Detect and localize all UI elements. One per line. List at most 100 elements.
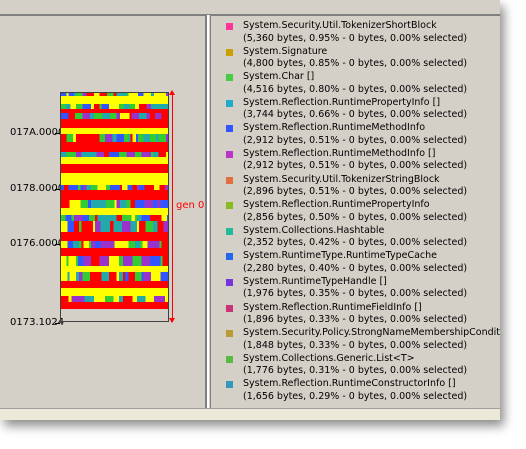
legend-type-stats: (3,744 bytes, 0.66% - 0 bytes, 0.00% sel… xyxy=(243,109,468,121)
heap-band xyxy=(61,104,168,109)
heap-band xyxy=(61,241,168,248)
legend-item[interactable]: System.Reflection.RuntimePropertyInfo []… xyxy=(226,97,496,123)
heap-band xyxy=(61,215,168,221)
legend-item[interactable]: System.Reflection.RuntimeMethodInfo [] (2… xyxy=(226,148,496,174)
legend-item[interactable]: System.Security.Util.TokenizerShortBlock… xyxy=(226,20,496,46)
heap-band xyxy=(61,157,168,164)
heap-band xyxy=(61,288,168,296)
legend-swatch xyxy=(226,330,233,338)
legend-swatch xyxy=(226,74,233,82)
legend-item[interactable]: System.Reflection.RuntimePropertyInfo (2,… xyxy=(226,199,496,225)
type-legend-list: System.Security.Util.TokenizerShortBlock… xyxy=(226,20,500,404)
heap-band xyxy=(61,93,168,96)
heap-band xyxy=(61,119,168,128)
generation-range-line xyxy=(172,92,173,322)
legend-item[interactable]: System.Security.Policy.StrongNameMembers… xyxy=(226,327,500,353)
heap-band xyxy=(61,302,168,309)
legend-type-stats: (2,856 bytes, 0.50% - 0 bytes, 0.00% sel… xyxy=(243,211,468,223)
legend-type-stats: (2,912 bytes, 0.51% - 0 bytes, 0.00% sel… xyxy=(243,160,468,172)
heap-band xyxy=(61,96,168,104)
generation-arrow-down-icon xyxy=(169,318,175,323)
legend-type-stats: (4,516 bytes, 0.80% - 0 bytes, 0.00% sel… xyxy=(243,83,468,95)
heap-band xyxy=(61,109,168,113)
legend-type-name: System.Security.Policy.StrongNameMembers… xyxy=(243,327,500,339)
legend-type-stats: (1,896 bytes, 0.33% - 0 bytes, 0.00% sel… xyxy=(243,314,468,326)
heap-memory-strip[interactable] xyxy=(60,92,169,322)
heap-band xyxy=(61,272,168,281)
legend-swatch xyxy=(226,48,233,56)
legend-type-stats: (1,848 bytes, 0.33% - 0 bytes, 0.00% sel… xyxy=(243,339,468,351)
legend-item[interactable]: System.Collections.Generic.List<T> (1,776… xyxy=(226,353,496,379)
legend-swatch xyxy=(226,125,233,133)
heap-band xyxy=(61,142,168,152)
legend-type-stats: (2,912 bytes, 0.51% - 0 bytes, 0.00% sel… xyxy=(243,134,468,146)
address-tick xyxy=(55,323,60,324)
legend-item[interactable]: System.Reflection.RuntimeMethodInfo (2,91… xyxy=(226,122,496,148)
legend-pane[interactable] xyxy=(210,15,500,409)
legend-type-name: System.RuntimeTypeHandle [] xyxy=(243,275,387,287)
legend-type-stats: (4,800 bytes, 0.85% - 0 bytes, 0.00% sel… xyxy=(243,58,468,70)
legend-swatch xyxy=(226,381,233,389)
address-label: 017A.0000 xyxy=(10,127,65,138)
legend-swatch xyxy=(226,227,233,235)
status-strip xyxy=(0,408,500,420)
legend-item[interactable]: System.Reflection.RuntimeFieldInfo [] (1,… xyxy=(226,302,496,328)
legend-item[interactable]: System.RuntimeType.RuntimeTypeCache (2,28… xyxy=(226,250,496,276)
legend-swatch xyxy=(226,253,233,261)
legend-type-name: System.Reflection.RuntimePropertyInfo xyxy=(243,199,430,211)
heap-band xyxy=(61,164,168,173)
heap-band xyxy=(61,173,168,185)
legend-type-stats: (1,976 bytes, 0.35% - 0 bytes, 0.00% sel… xyxy=(243,288,468,300)
legend-type-stats: (1,776 bytes, 0.31% - 0 bytes, 0.00% sel… xyxy=(243,365,468,377)
window-frame: 017A.0000 0178.0000 0176.0000 0173.1024 … xyxy=(0,0,500,420)
generation-label: gen 0 xyxy=(176,200,205,211)
legend-type-name: System.Collections.Hashtable xyxy=(243,224,385,236)
legend-type-name: System.Reflection.RuntimeMethodInfo xyxy=(243,122,426,134)
legend-type-stats: (1,656 bytes, 0.29% - 0 bytes, 0.00% sel… xyxy=(243,390,468,402)
legend-type-name: System.Security.Util.TokenizerShortBlock xyxy=(243,20,437,31)
heap-band xyxy=(61,221,168,232)
legend-type-name: System.Reflection.RuntimePropertyInfo [] xyxy=(243,96,441,108)
address-tick xyxy=(55,189,60,190)
heap-band xyxy=(61,232,168,241)
legend-type-name: System.RuntimeType.RuntimeTypeCache xyxy=(243,250,438,262)
legend-type-stats: (2,280 bytes, 0.40% - 0 bytes, 0.00% sel… xyxy=(243,262,468,274)
legend-swatch xyxy=(226,99,233,107)
legend-item[interactable]: System.Signature (4,800 bytes, 0.85% - 0 … xyxy=(226,46,496,72)
generation-arrow-up-icon xyxy=(169,90,175,95)
heap-band xyxy=(61,248,168,256)
heap-band xyxy=(61,134,168,142)
legend-swatch xyxy=(226,23,233,30)
top-divider xyxy=(0,14,500,15)
heap-band xyxy=(61,200,168,208)
address-tick xyxy=(55,244,60,245)
legend-swatch xyxy=(226,176,233,184)
heap-band xyxy=(61,185,168,190)
legend-item[interactable]: System.RuntimeTypeHandle [] (1,976 bytes,… xyxy=(226,276,496,302)
heap-band xyxy=(61,281,168,288)
legend-swatch xyxy=(226,355,233,363)
legend-item[interactable]: System.Char [] (4,516 bytes, 0.80% - 0 by… xyxy=(226,71,496,97)
legend-type-name: System.Reflection.RuntimeMethodInfo [] xyxy=(243,147,436,159)
legend-type-name: System.Collections.Generic.List<T> xyxy=(243,352,415,364)
legend-type-name: System.Signature xyxy=(243,45,328,57)
legend-item[interactable]: System.Collections.Hashtable (2,352 bytes… xyxy=(226,225,496,251)
heap-band xyxy=(61,190,168,200)
heap-band xyxy=(61,266,168,272)
legend-item[interactable]: System.Security.Util.TokenizerStringBloc… xyxy=(226,174,496,200)
heap-band xyxy=(61,152,168,157)
heap-band xyxy=(61,296,168,302)
address-label: 0176.0000 xyxy=(10,238,65,249)
address-label: 0173.1024 xyxy=(10,317,65,328)
legend-type-name: System.Char [] xyxy=(243,71,315,83)
heap-band xyxy=(61,256,168,266)
legend-swatch xyxy=(226,304,233,312)
pane-splitter[interactable] xyxy=(206,15,209,408)
legend-swatch xyxy=(226,202,233,210)
address-label: 0178.0000 xyxy=(10,183,65,194)
legend-type-stats: (2,896 bytes, 0.51% - 0 bytes, 0.00% sel… xyxy=(243,186,468,198)
legend-item[interactable]: System.Reflection.RuntimeConstructorInfo… xyxy=(226,378,496,404)
heap-band xyxy=(61,128,168,134)
legend-type-name: System.Reflection.RuntimeConstructorInfo… xyxy=(243,378,456,390)
heap-band xyxy=(61,208,168,215)
